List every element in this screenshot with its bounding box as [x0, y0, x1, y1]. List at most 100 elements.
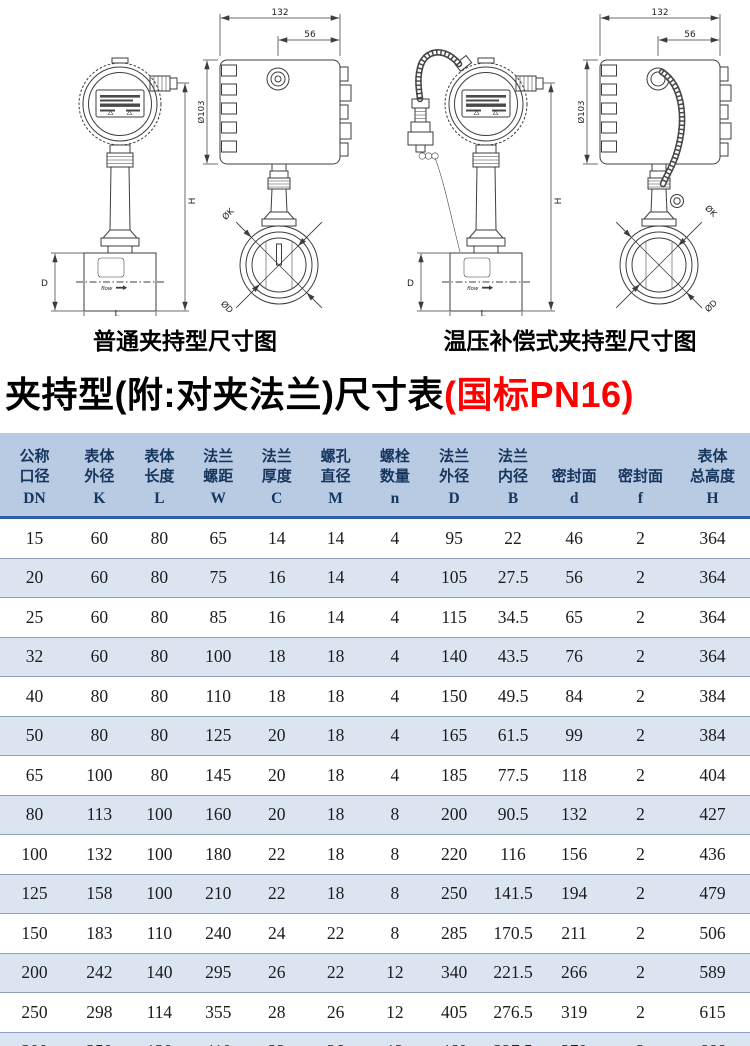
table-cell: 100 — [189, 636, 248, 677]
column-header-code: H — [706, 490, 719, 507]
table-header-row: 公称 口径 DN 表体 外径 K 表体 长度 L 法兰 螺距 W 法兰 厚度 C 螺孔 直… — [0, 433, 750, 519]
column-header-code: M — [328, 490, 343, 507]
column-header-code: d — [569, 490, 579, 507]
table-cell: 61.5 — [483, 715, 543, 756]
table-cell: 298 — [69, 992, 130, 1032]
table-cell: 145 — [189, 755, 248, 795]
table-cell: 8 — [365, 913, 425, 953]
table-cell: 110 — [129, 913, 189, 953]
flowmeter-outline — [76, 57, 178, 312]
table-cell: 364 — [675, 597, 750, 637]
dim-label-H: H — [554, 198, 564, 205]
table-cell: 2 — [606, 794, 675, 835]
table-cell: 25 — [0, 597, 69, 637]
table-cell: 4 — [365, 636, 425, 677]
section-title-standard: (国标PN16) — [443, 374, 634, 415]
table-cell: 16 — [247, 597, 306, 637]
table-cell: 8 — [365, 794, 425, 835]
column-header-cn: 密封面 — [551, 467, 597, 485]
column-header-cn: 表体 外径 — [84, 447, 115, 485]
table-cell: 185 — [424, 755, 484, 795]
table-cell: 115 — [424, 597, 484, 637]
table-row: 50 80 80 125 20 18 4 165 61.5 99 2 384 — [0, 715, 750, 756]
flowmeter-outline — [599, 59, 732, 305]
column-header-d: 法兰 外径 D — [424, 433, 484, 519]
section-title: 夹持型(附:对夹法兰)尺寸表(国标PN16) — [5, 356, 750, 433]
table-cell: 2 — [606, 557, 675, 598]
table-row: 65 100 80 145 20 18 4 185 77.5 118 2 404 — [0, 755, 750, 795]
table-row: 125 158 100 210 22 18 8 250 141.5 194 2 479 — [0, 873, 750, 914]
table-cell: 12 — [365, 1031, 425, 1046]
dim-label-diaD: ØD — [218, 299, 235, 316]
table-cell: 100 — [129, 873, 189, 914]
table-cell: 8 — [365, 873, 425, 914]
table-cell: 200 — [424, 794, 484, 835]
drawing-standard-front-view: flow D L H — [41, 57, 198, 316]
table-cell: 18 — [306, 794, 366, 835]
table-cell: 80 — [129, 557, 189, 598]
column-header-cn: 螺栓 数量 — [379, 447, 410, 485]
table-cell: 350 — [69, 1031, 130, 1046]
table-cell: 156 — [542, 834, 606, 874]
table-cell: 80 — [69, 676, 130, 716]
column-header-code: W — [210, 490, 227, 507]
table-cell: 370 — [542, 1031, 606, 1046]
column-header-code: f — [637, 490, 644, 507]
table-cell: 364 — [675, 636, 750, 677]
table-cell: 105 — [424, 557, 484, 598]
table-cell: 32 — [247, 1031, 306, 1046]
dim-label-D: D — [407, 279, 414, 289]
table-cell: 100 — [69, 755, 130, 795]
table-cell: 221.5 — [483, 952, 543, 993]
table-cell: 132 — [69, 834, 130, 874]
table-cell: 18 — [306, 676, 366, 716]
table-row: 250 298 114 355 28 26 12 405 276.5 319 2 615 — [0, 992, 750, 1032]
table-cell: 141.5 — [483, 873, 543, 914]
table-cell: 18 — [247, 676, 306, 716]
table-cell: 76 — [542, 636, 606, 677]
table-cell: 404 — [675, 755, 750, 795]
dim-label-dia103: Ø103 — [578, 101, 587, 124]
table-cell: 4 — [365, 557, 425, 598]
table-cell: 85 — [189, 597, 248, 637]
table-cell: 18 — [306, 715, 366, 756]
table-cell: 2 — [606, 636, 675, 677]
pressure-tap-conduit — [407, 49, 473, 253]
table-cell: 40 — [0, 676, 69, 716]
table-cell: 327.5 — [483, 1031, 543, 1046]
dim-label-H: H — [188, 198, 198, 205]
column-header-seal-f: 密封面 f — [606, 433, 675, 519]
column-header-code: K — [93, 490, 106, 507]
table-row: 80 113 100 160 20 18 8 200 90.5 132 2 427 — [0, 794, 750, 835]
flow-direction-label: flow — [467, 286, 479, 292]
table-cell: 22 — [306, 913, 366, 953]
table-row: 15 60 80 65 14 14 4 95 22 46 2 364 — [0, 518, 750, 559]
table-cell: 118 — [542, 755, 606, 795]
column-header-l: 表体 长度 L — [129, 433, 189, 519]
table-cell: 132 — [542, 794, 606, 835]
table-cell: 80 — [129, 597, 189, 637]
table-cell: 2 — [606, 715, 675, 756]
table-cell: 14 — [268, 527, 286, 548]
table-cell: 20 — [247, 755, 306, 795]
table-cell: 100 — [129, 794, 189, 835]
drawing-compensated-front-view: flow D L H — [407, 49, 564, 316]
column-header-cn: 法兰 内径 — [497, 447, 528, 485]
table-cell: 170.5 — [483, 913, 543, 953]
table-cell: 140 — [424, 636, 484, 677]
column-header-cn: 公称 口径 — [19, 447, 50, 485]
table-cell: 46 — [565, 527, 583, 548]
table-cell: 110 — [189, 676, 248, 716]
table-cell: 80 — [129, 676, 189, 716]
dim-label-diaD: ØD — [703, 297, 720, 314]
column-header-code: C — [271, 490, 283, 507]
table-cell: 183 — [69, 913, 130, 953]
table-cell: 75 — [189, 557, 248, 598]
table-cell: 114 — [129, 992, 189, 1032]
lcd-display — [100, 95, 140, 112]
table-cell: 90.5 — [483, 794, 543, 835]
table-cell: 18 — [306, 834, 366, 874]
table-cell: 130 — [129, 1031, 189, 1046]
table-cell: 100 — [0, 834, 69, 874]
